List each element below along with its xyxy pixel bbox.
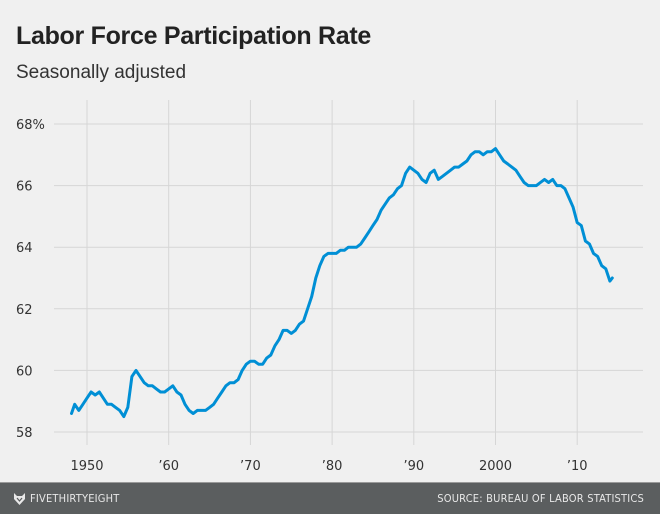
source-note: SOURCE: BUREAU OF LABOR STATISTICS (437, 492, 644, 505)
y-tick-label: 64 (16, 241, 33, 256)
line-chart: 58 60 62 64 66 68% 1950 ’60 ’70 ’80 ’90 2000 ’10 (16, 100, 643, 474)
brand-name: FIVETHIRTYEIGHT (30, 492, 120, 505)
y-axis: 58 60 62 64 66 68% (16, 118, 45, 441)
x-tick-label: 2000 (479, 459, 512, 474)
y-tick-label: 68% (16, 118, 45, 133)
y-tick-label: 60 (16, 364, 33, 379)
brand: FIVETHIRTYEIGHT (14, 492, 120, 505)
x-tick-label: 1950 (70, 459, 103, 474)
x-tick-label: ’90 (403, 459, 424, 474)
series-line (70, 147, 614, 419)
y-tick-label: 58 (16, 426, 33, 441)
x-tick-label: ’10 (567, 459, 588, 474)
fox-logo-icon (14, 492, 25, 505)
x-tick-label: ’60 (158, 459, 179, 474)
y-tick-label: 62 (16, 303, 33, 318)
x-axis: 1950 ’60 ’70 ’80 ’90 2000 ’10 (70, 459, 587, 474)
chart-title: Labor Force Participation Rate (16, 22, 371, 50)
y-tick-label: 66 (16, 180, 33, 195)
footer: FIVETHIRTYEIGHT SOURCE: BUREAU OF LABOR … (0, 482, 660, 514)
chart-subtitle: Seasonally adjusted (16, 62, 187, 83)
grid (54, 100, 643, 445)
x-tick-label: ’70 (240, 459, 261, 474)
series-layer (70, 147, 614, 419)
x-tick-label: ’80 (322, 459, 343, 474)
